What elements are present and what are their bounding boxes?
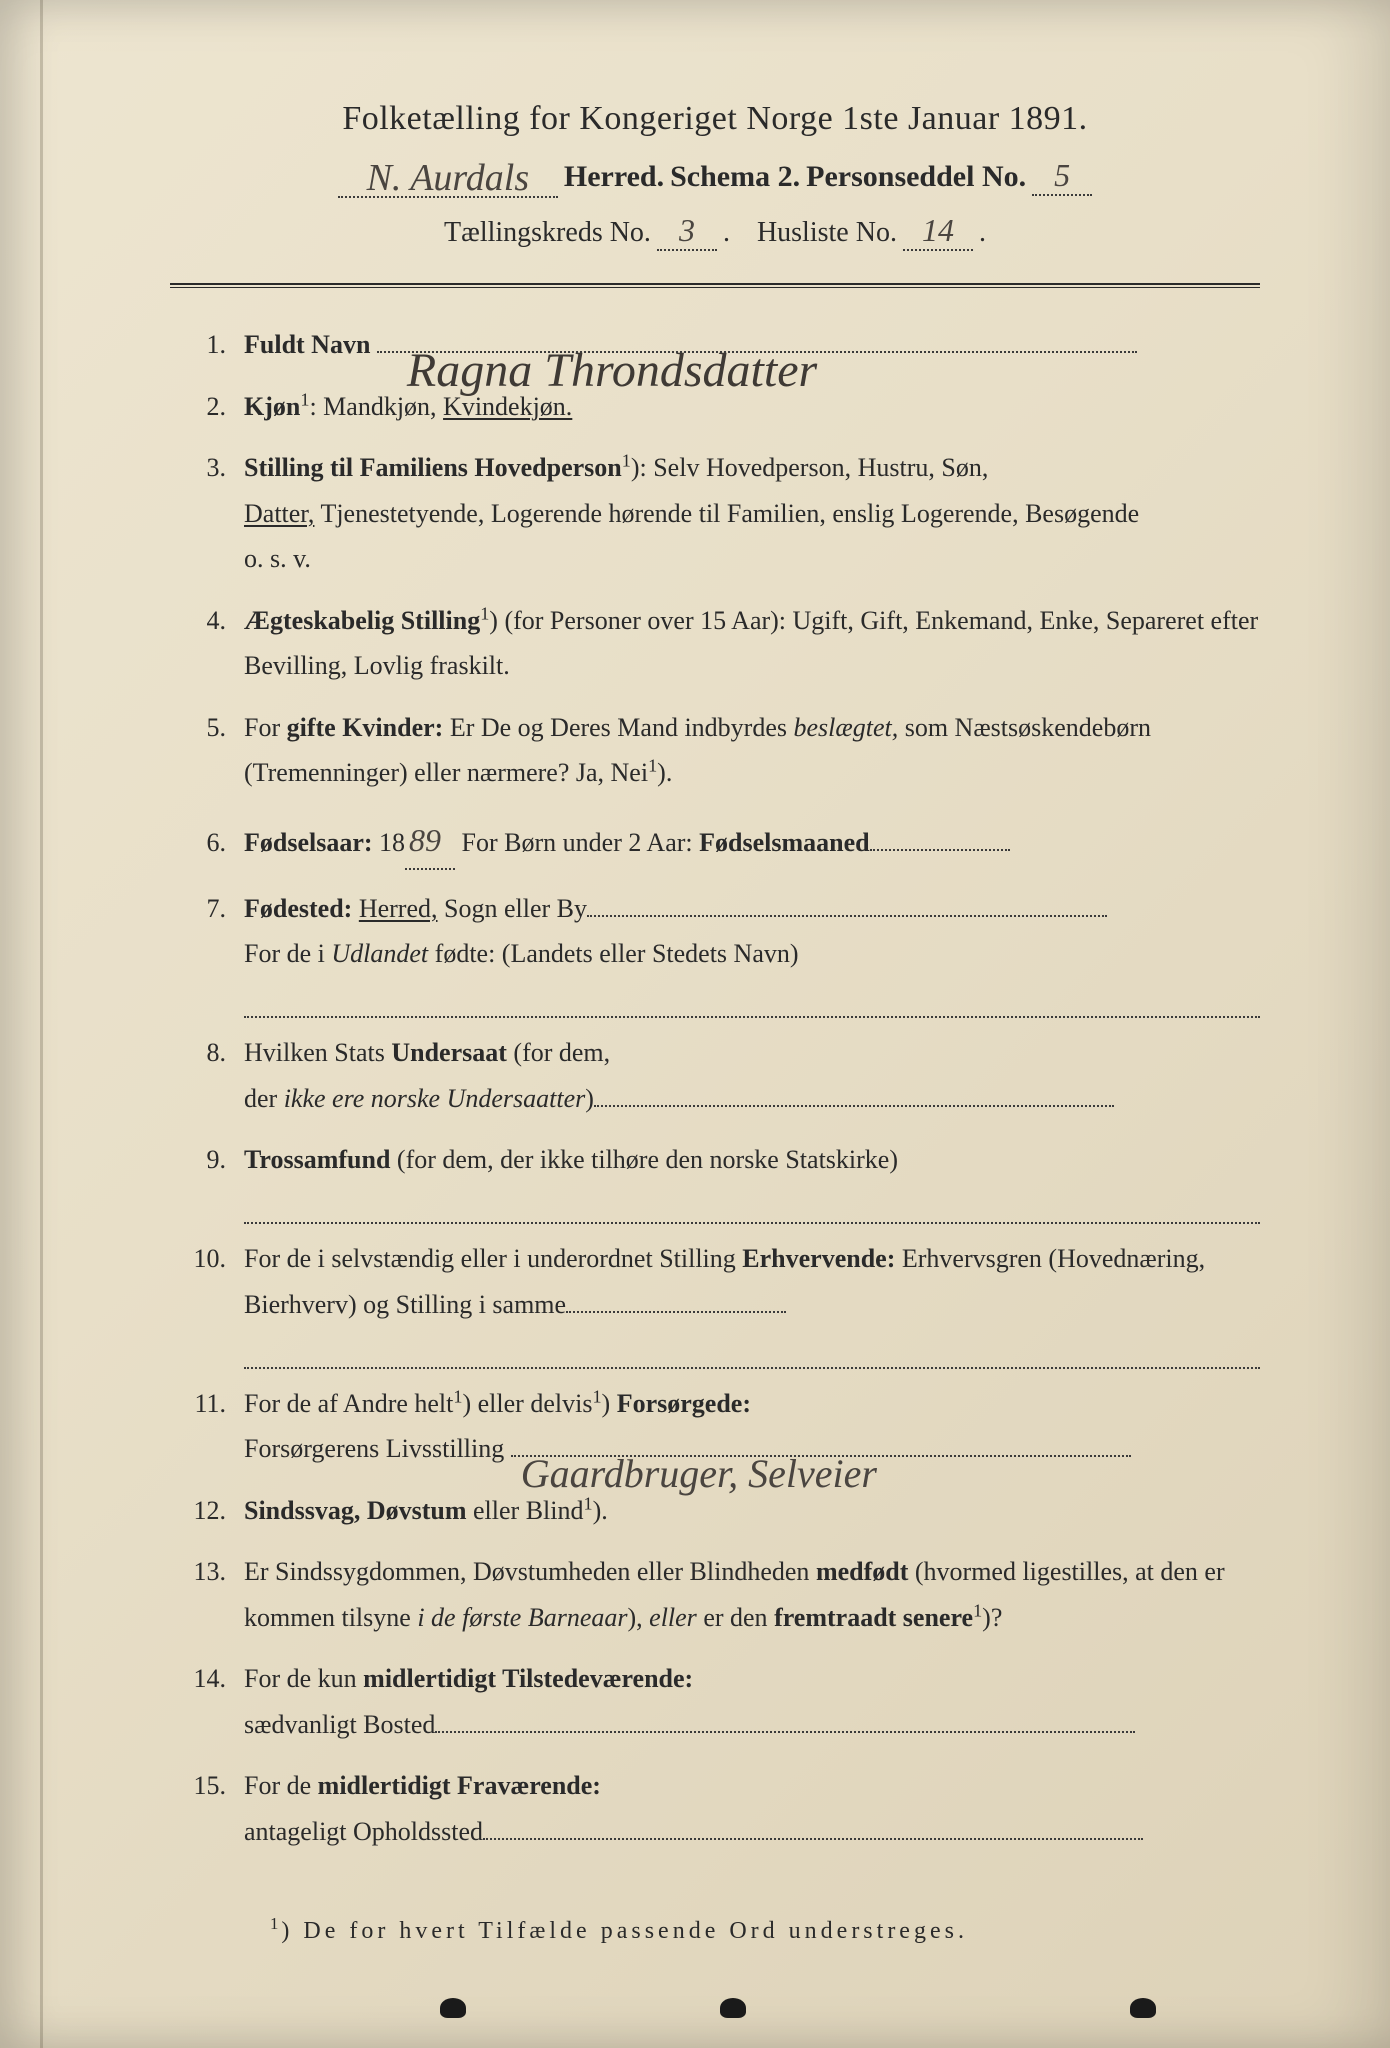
herred-label: Herred. [564,160,664,194]
field-4: 4. Ægteskabelig Stilling1) (for Personer… [180,598,1260,689]
header-line-3: Tællingskreds No. 3. Husliste No. 14. [170,212,1260,251]
field-7: 7. Fødested: Herred, Sogn eller By For d… [180,886,1260,977]
herred-handwritten: N. Aurdals [367,157,530,199]
field-10-blank [244,1343,1260,1369]
field-9-blank [244,1199,1260,1225]
field-9: 9. Trossamfund (for dem, der ikke tilhør… [180,1137,1260,1183]
kreds-no: 3 [679,212,695,248]
schema-label: Schema 2. [670,160,800,194]
field-14: 14. For de kun midlertidigt Tilstedevære… [180,1656,1260,1747]
punch-hole [1130,1998,1156,2018]
header-line-2: N. Aurdals Herred. Schema 2. Personsedde… [170,152,1260,198]
kreds-label: Tællingskreds No. [444,217,651,249]
field-7-blank [244,993,1260,1019]
birthyear-hand: 89 [409,822,441,858]
divider [170,283,1260,288]
field-8: 8. Hvilken Stats Undersaat (for dem, der… [180,1030,1260,1121]
field-11: 11. For de af Andre helt1) eller delvis1… [180,1381,1260,1472]
field-6: 6. Fødselsaar: 1889 For Børn under 2 Aar… [180,812,1260,870]
form-body: 1. Fuldt Navn Ragna Throndsdatter 2. Kjø… [170,322,1260,1854]
person-no: 5 [1054,157,1070,193]
birthplace-underlined: Herred, [359,894,438,923]
punch-hole [720,1998,746,2018]
field-3: 3. Stilling til Familiens Hovedperson1):… [180,445,1260,582]
main-title: Folketælling for Kongeriget Norge 1ste J… [170,100,1260,138]
husliste-label: Husliste No. [757,217,897,249]
field-15: 15. For de midlertidigt Fraværende: anta… [180,1763,1260,1854]
field-10: 10. For de i selvstændig eller i underor… [180,1236,1260,1327]
punch-hole [440,1998,466,2018]
form-header: Folketælling for Kongeriget Norge 1ste J… [170,100,1260,251]
footnote: 1) De for hvert Tilfælde passende Ord un… [170,1914,1260,1945]
husliste-no: 14 [922,212,954,248]
relation-underlined: Datter, [244,499,314,528]
personseddel-label: Personseddel No. [806,160,1026,194]
field-13: 13. Er Sindssygdommen, Døvstumheden elle… [180,1549,1260,1640]
census-form-page: Folketælling for Kongeriget Norge 1ste J… [0,0,1390,2048]
field-5: 5. For gifte Kvinder: Er De og Deres Man… [180,705,1260,796]
provider-occupation-hand: Gaardbruger, Selveier [521,1439,877,1509]
field-1: 1. Fuldt Navn Ragna Throndsdatter [180,322,1260,368]
full-name-handwritten: Ragna Throndsdatter [407,329,817,413]
